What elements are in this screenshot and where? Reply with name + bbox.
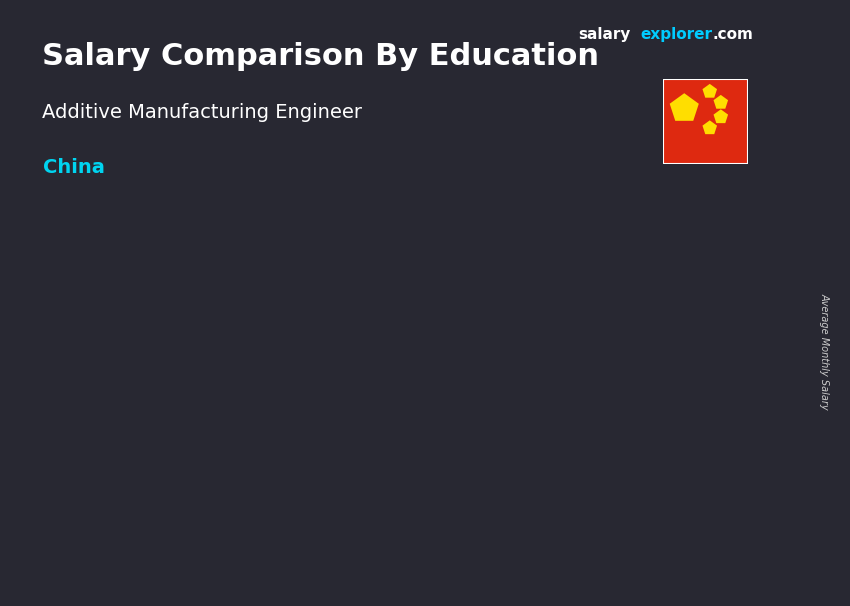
Text: +68%: +68% bbox=[477, 168, 558, 192]
Text: Average Monthly Salary: Average Monthly Salary bbox=[819, 293, 830, 410]
Bar bbox=[359, 355, 457, 515]
Bar bbox=[663, 247, 675, 515]
Bar bbox=[445, 355, 457, 515]
Bar bbox=[382, 0, 425, 606]
Bar bbox=[255, 0, 298, 606]
Text: China: China bbox=[42, 158, 105, 176]
Bar bbox=[638, 0, 680, 606]
Text: 36,200 CNY: 36,200 CNY bbox=[576, 229, 676, 244]
Bar bbox=[0, 0, 42, 606]
Text: +57%: +57% bbox=[258, 303, 339, 327]
Bar bbox=[170, 0, 212, 606]
Bar bbox=[141, 414, 239, 515]
Bar bbox=[808, 0, 850, 606]
Text: .com: .com bbox=[712, 27, 753, 42]
Bar bbox=[468, 0, 510, 606]
Text: explorer: explorer bbox=[640, 27, 712, 42]
Bar bbox=[212, 0, 255, 606]
Bar bbox=[425, 0, 468, 606]
Bar bbox=[298, 0, 340, 606]
Bar bbox=[595, 0, 638, 606]
Bar bbox=[42, 0, 85, 606]
Text: Salary Comparison By Education: Salary Comparison By Education bbox=[42, 42, 599, 72]
Bar bbox=[128, 0, 170, 606]
Bar bbox=[359, 355, 457, 515]
Bar bbox=[577, 247, 675, 515]
Bar bbox=[765, 0, 808, 606]
Text: salary: salary bbox=[578, 27, 631, 42]
Text: 21,600 CNY: 21,600 CNY bbox=[359, 337, 457, 352]
Bar bbox=[722, 0, 765, 606]
Text: Additive Manufacturing Engineer: Additive Manufacturing Engineer bbox=[42, 103, 362, 122]
Bar bbox=[552, 0, 595, 606]
Bar bbox=[680, 0, 722, 606]
Bar bbox=[85, 0, 128, 606]
Bar bbox=[510, 0, 552, 606]
Bar bbox=[141, 414, 239, 515]
Bar bbox=[228, 414, 239, 515]
Text: 13,700 CNY: 13,700 CNY bbox=[141, 396, 240, 411]
Bar bbox=[577, 247, 675, 515]
Bar bbox=[340, 0, 382, 606]
